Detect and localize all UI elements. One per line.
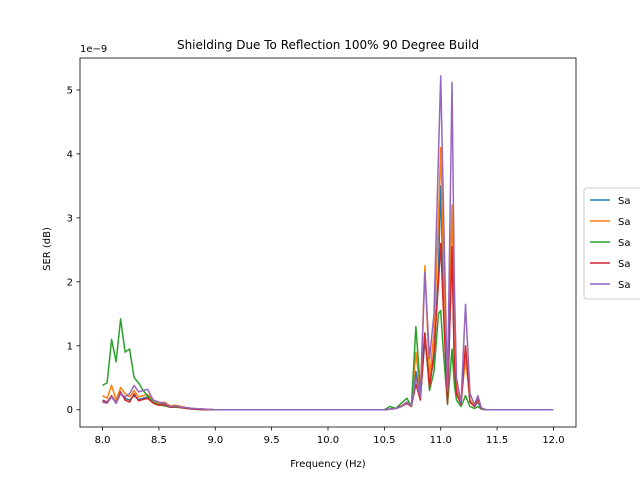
x-tick-label: 10.0 [317, 435, 339, 446]
x-tick-label: 11.5 [486, 435, 508, 446]
legend: Sa Sa Sa Sa Sa [583, 187, 640, 300]
series-line-5 [102, 75, 554, 411]
legend-label-5: Sa [618, 280, 630, 291]
y-tick-label: 5 [67, 85, 73, 96]
y-offset-text: 1e−9 [80, 44, 107, 55]
x-tick-label: 9.5 [264, 435, 280, 446]
x-axis-label: Frequency (Hz) [290, 459, 366, 470]
y-tick-label: 1 [67, 341, 73, 352]
x-tick-label: 9.0 [207, 435, 223, 446]
series-group [102, 75, 554, 411]
legend-label-1: Sa [618, 196, 630, 207]
series-line-3 [102, 309, 554, 411]
legend-label-2: Sa [618, 217, 630, 228]
y-tick-label: 3 [67, 213, 73, 224]
x-tick-label: 8.5 [151, 435, 167, 446]
y-tick-label: 4 [67, 149, 73, 160]
x-tick-label: 8.0 [95, 435, 111, 446]
y-tick-label: 0 [67, 405, 73, 416]
legend-label-4: Sa [618, 259, 630, 270]
plot-area: 8.0 8.5 9.0 9.5 10.0 10.5 11.0 11.5 12.0 0 1 2 3 4 5 [67, 57, 577, 446]
chart-title: Shielding Due To Reflection 100% 90 Degr… [177, 38, 479, 52]
legend-box [583, 187, 640, 300]
x-tick-label: 11.0 [430, 435, 452, 446]
y-axis-label: SER (dB) [42, 227, 53, 271]
legend-label-3: Sa [618, 238, 630, 249]
x-tick-label: 10.5 [373, 435, 395, 446]
y-tick-label: 2 [67, 277, 73, 288]
x-tick-label: 12.0 [542, 435, 564, 446]
